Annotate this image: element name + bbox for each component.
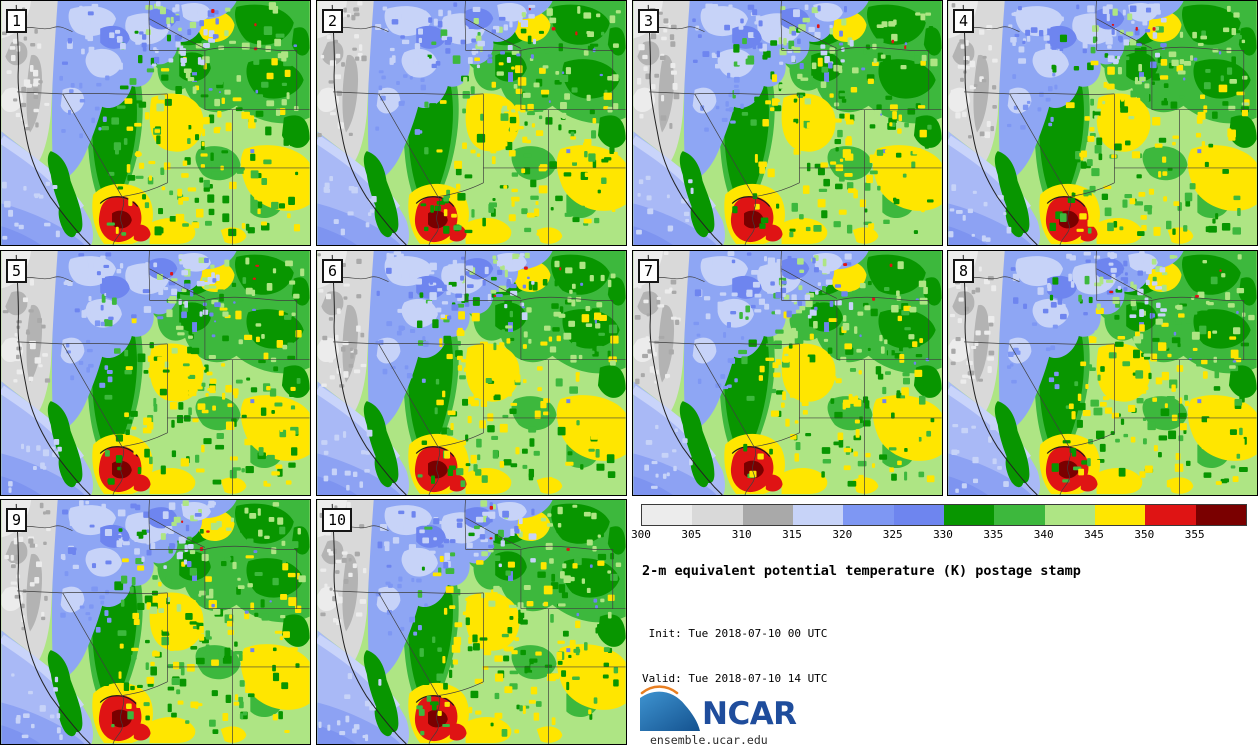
member-panel-9: 9: [0, 499, 311, 745]
colorbar-segment: [1145, 505, 1196, 525]
member-number-badge: 10: [322, 508, 353, 532]
member-panel-8: 8: [947, 250, 1258, 496]
member-panel-4: 4: [947, 0, 1258, 246]
colorbar: [641, 504, 1247, 526]
site-url: ensemble.ucar.edu: [650, 733, 768, 746]
colorbar-tick-label: 300: [631, 528, 651, 541]
colorbar-tick-label: 350: [1134, 528, 1155, 541]
member-panel-10: 10: [316, 499, 627, 745]
theta-e-map: [1, 251, 310, 495]
colorbar-segment: [994, 505, 1045, 525]
colorbar-tick-labels: 300 305 310 315 320 325 330 335 340 345 350 355: [631, 528, 1245, 542]
member-number-badge: 7: [638, 259, 660, 283]
theta-e-map: [1, 500, 310, 744]
colorbar-segment: [792, 505, 844, 525]
colorbar-segment: [642, 505, 693, 525]
member-number-badge: 1: [6, 9, 28, 33]
theta-e-map: [1, 1, 310, 245]
member-number-badge: 2: [322, 9, 344, 33]
theta-e-map: [948, 251, 1257, 495]
colorbar-tick-label: 330: [933, 528, 953, 541]
colorbar-tick-label: 355: [1184, 528, 1205, 541]
theta-e-map: [317, 500, 626, 744]
colorbar-tick-label: 335: [983, 528, 1004, 541]
colorbar-tick-label: 320: [832, 528, 853, 541]
member-panel-3: 3: [632, 0, 943, 246]
colorbar-segment: [943, 505, 995, 525]
colorbar-segment: [1195, 505, 1246, 525]
member-number-badge: 8: [953, 259, 975, 283]
member-number-badge: 6: [322, 259, 344, 283]
theta-e-map: [317, 251, 626, 495]
colorbar-tick-label: 325: [882, 528, 903, 541]
ncar-wordmark: NCAR: [702, 696, 797, 732]
colorbar-tick-label: 340: [1033, 528, 1054, 541]
colorbar-segment: [1094, 505, 1146, 525]
init-valid-times: Init: Tue 2018-07-10 00 UTC Valid: Tue 2…: [642, 596, 827, 716]
member-panel-2: 2: [316, 0, 627, 246]
valid-time: Valid: Tue 2018-07-10 14 UTC: [642, 672, 828, 685]
member-number-badge: 3: [638, 9, 660, 33]
member-panel-1: 1: [0, 0, 311, 246]
member-panel-5: 5: [0, 250, 311, 496]
colorbar-tick-label: 310: [731, 528, 752, 541]
member-panel-7: 7: [632, 250, 943, 496]
legend-area: 300 305 310 315 320 325 330 335 340 345 350 355 2-m…: [631, 499, 1260, 746]
member-panel-6: 6: [316, 250, 627, 496]
colorbar-segment: [843, 505, 894, 525]
init-time: Init: Tue 2018-07-10 00 UTC: [642, 627, 828, 640]
theta-e-map: [633, 1, 942, 245]
ncar-swoosh-icon: [640, 685, 700, 731]
theta-e-map: [948, 1, 1257, 245]
figure-title: 2-m equivalent potential temperature (K)…: [642, 563, 1081, 579]
colorbar-tick-label: 305: [681, 528, 702, 541]
colorbar-segment: [692, 505, 743, 525]
member-number-badge: 4: [953, 9, 975, 33]
theta-e-map: [633, 251, 942, 495]
colorbar-segment: [893, 505, 944, 525]
colorbar-tick-label: 345: [1084, 528, 1104, 541]
theta-e-map: [317, 1, 626, 245]
member-number-badge: 5: [6, 259, 28, 283]
member-number-badge: 9: [6, 508, 28, 532]
colorbar-tick-label: 315: [782, 528, 802, 541]
colorbar-segment: [1044, 505, 1095, 525]
colorbar-segment: [742, 505, 793, 525]
